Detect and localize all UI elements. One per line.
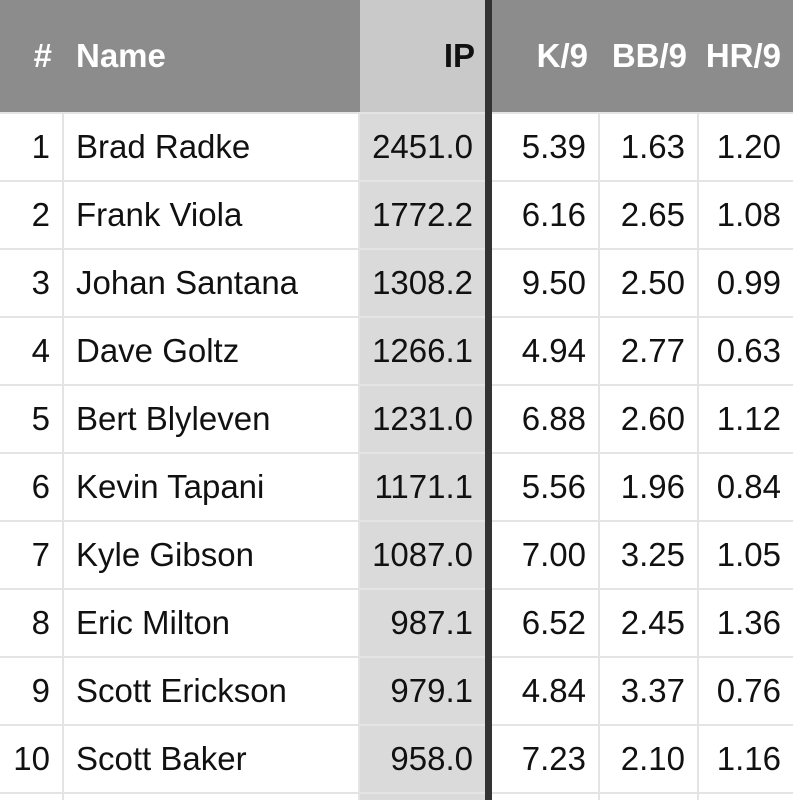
column-divider [485, 0, 492, 800]
cell-rank: 5 [0, 386, 62, 452]
cell-name: Frank Viola [64, 182, 358, 248]
cell-hr9: 0.84 [699, 454, 793, 520]
cell-ip: 1171.1 [360, 454, 485, 520]
cell-bb9: 2.50 [600, 250, 697, 316]
cell-hr9: 1.20 [699, 114, 793, 180]
cell-bb9: 1.63 [600, 114, 697, 180]
cell-bb9: 1.96 [600, 454, 697, 520]
cell-hr9: 0.63 [699, 318, 793, 384]
cell-bb9: 3.37 [600, 658, 697, 724]
cell-ip: 958.0 [360, 726, 485, 792]
cell-k9: 5.56 [492, 454, 598, 520]
cell-rank: 10 [0, 726, 62, 792]
cell-hr9: 1.12 [699, 386, 793, 452]
empty-cell [360, 794, 485, 800]
cell-ip: 987.1 [360, 590, 485, 656]
header-rank: # [0, 0, 64, 112]
cell-name: Kevin Tapani [64, 454, 358, 520]
cell-ip: 1087.0 [360, 522, 485, 588]
cell-k9: 5.39 [492, 114, 598, 180]
cell-ip: 1231.0 [360, 386, 485, 452]
cell-hr9: 0.99 [699, 250, 793, 316]
empty-cell [699, 794, 793, 800]
header-bb9: BB/9 [600, 0, 699, 112]
cell-k9: 9.50 [492, 250, 598, 316]
cell-k9: 7.23 [492, 726, 598, 792]
cell-name: Johan Santana [64, 250, 358, 316]
cell-rank: 6 [0, 454, 62, 520]
cell-name: Eric Milton [64, 590, 358, 656]
cell-k9: 4.84 [492, 658, 598, 724]
cell-hr9: 1.36 [699, 590, 793, 656]
cell-bb9: 2.65 [600, 182, 697, 248]
cell-bb9: 2.45 [600, 590, 697, 656]
cell-ip: 1772.2 [360, 182, 485, 248]
cell-k9: 6.88 [492, 386, 598, 452]
cell-rank: 3 [0, 250, 62, 316]
cell-ip: 2451.0 [360, 114, 485, 180]
header-k9: K/9 [492, 0, 600, 112]
empty-cell [492, 794, 598, 800]
header-hr9: HR/9 [699, 0, 793, 112]
cell-k9: 7.00 [492, 522, 598, 588]
empty-cell [64, 794, 358, 800]
cell-rank: 7 [0, 522, 62, 588]
cell-rank: 8 [0, 590, 62, 656]
cell-bb9: 2.77 [600, 318, 697, 384]
cell-hr9: 1.05 [699, 522, 793, 588]
cell-hr9: 1.08 [699, 182, 793, 248]
cell-ip: 1266.1 [360, 318, 485, 384]
cell-name: Scott Baker [64, 726, 358, 792]
cell-name: Dave Goltz [64, 318, 358, 384]
cell-k9: 4.94 [492, 318, 598, 384]
cell-ip: 1308.2 [360, 250, 485, 316]
empty-cell [600, 794, 697, 800]
cell-rank: 4 [0, 318, 62, 384]
cell-rank: 2 [0, 182, 62, 248]
cell-name: Bert Blyleven [64, 386, 358, 452]
cell-name: Kyle Gibson [64, 522, 358, 588]
cell-ip: 979.1 [360, 658, 485, 724]
header-name: Name [64, 0, 360, 112]
cell-hr9: 1.16 [699, 726, 793, 792]
header-ip: IP [360, 0, 487, 112]
cell-name: Brad Radke [64, 114, 358, 180]
cell-name: Scott Erickson [64, 658, 358, 724]
cell-bb9: 2.10 [600, 726, 697, 792]
cell-bb9: 3.25 [600, 522, 697, 588]
cell-k9: 6.16 [492, 182, 598, 248]
cell-rank: 9 [0, 658, 62, 724]
cell-bb9: 2.60 [600, 386, 697, 452]
cell-hr9: 0.76 [699, 658, 793, 724]
cell-rank: 1 [0, 114, 62, 180]
cell-k9: 6.52 [492, 590, 598, 656]
empty-cell [0, 794, 62, 800]
